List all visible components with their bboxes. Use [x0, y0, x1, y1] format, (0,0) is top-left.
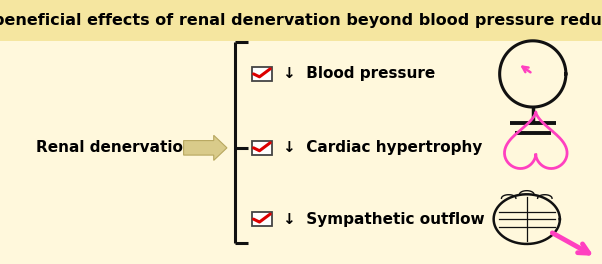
Text: ↓  Sympathetic outflow: ↓ Sympathetic outflow	[283, 212, 484, 227]
Bar	[252, 212, 272, 226]
Text: Renal denervation: Renal denervation	[36, 140, 193, 155]
Text: ↓  Blood pressure: ↓ Blood pressure	[283, 67, 435, 81]
Bar	[252, 140, 272, 155]
Bar	[252, 67, 272, 81]
Text: The beneficial effects of renal denervation beyond blood pressure reduction: The beneficial effects of renal denervat…	[0, 13, 602, 28]
Text: ↓  Cardiac hypertrophy: ↓ Cardiac hypertrophy	[283, 140, 482, 155]
FancyArrow shape	[184, 135, 227, 160]
FancyBboxPatch shape	[0, 0, 602, 41]
